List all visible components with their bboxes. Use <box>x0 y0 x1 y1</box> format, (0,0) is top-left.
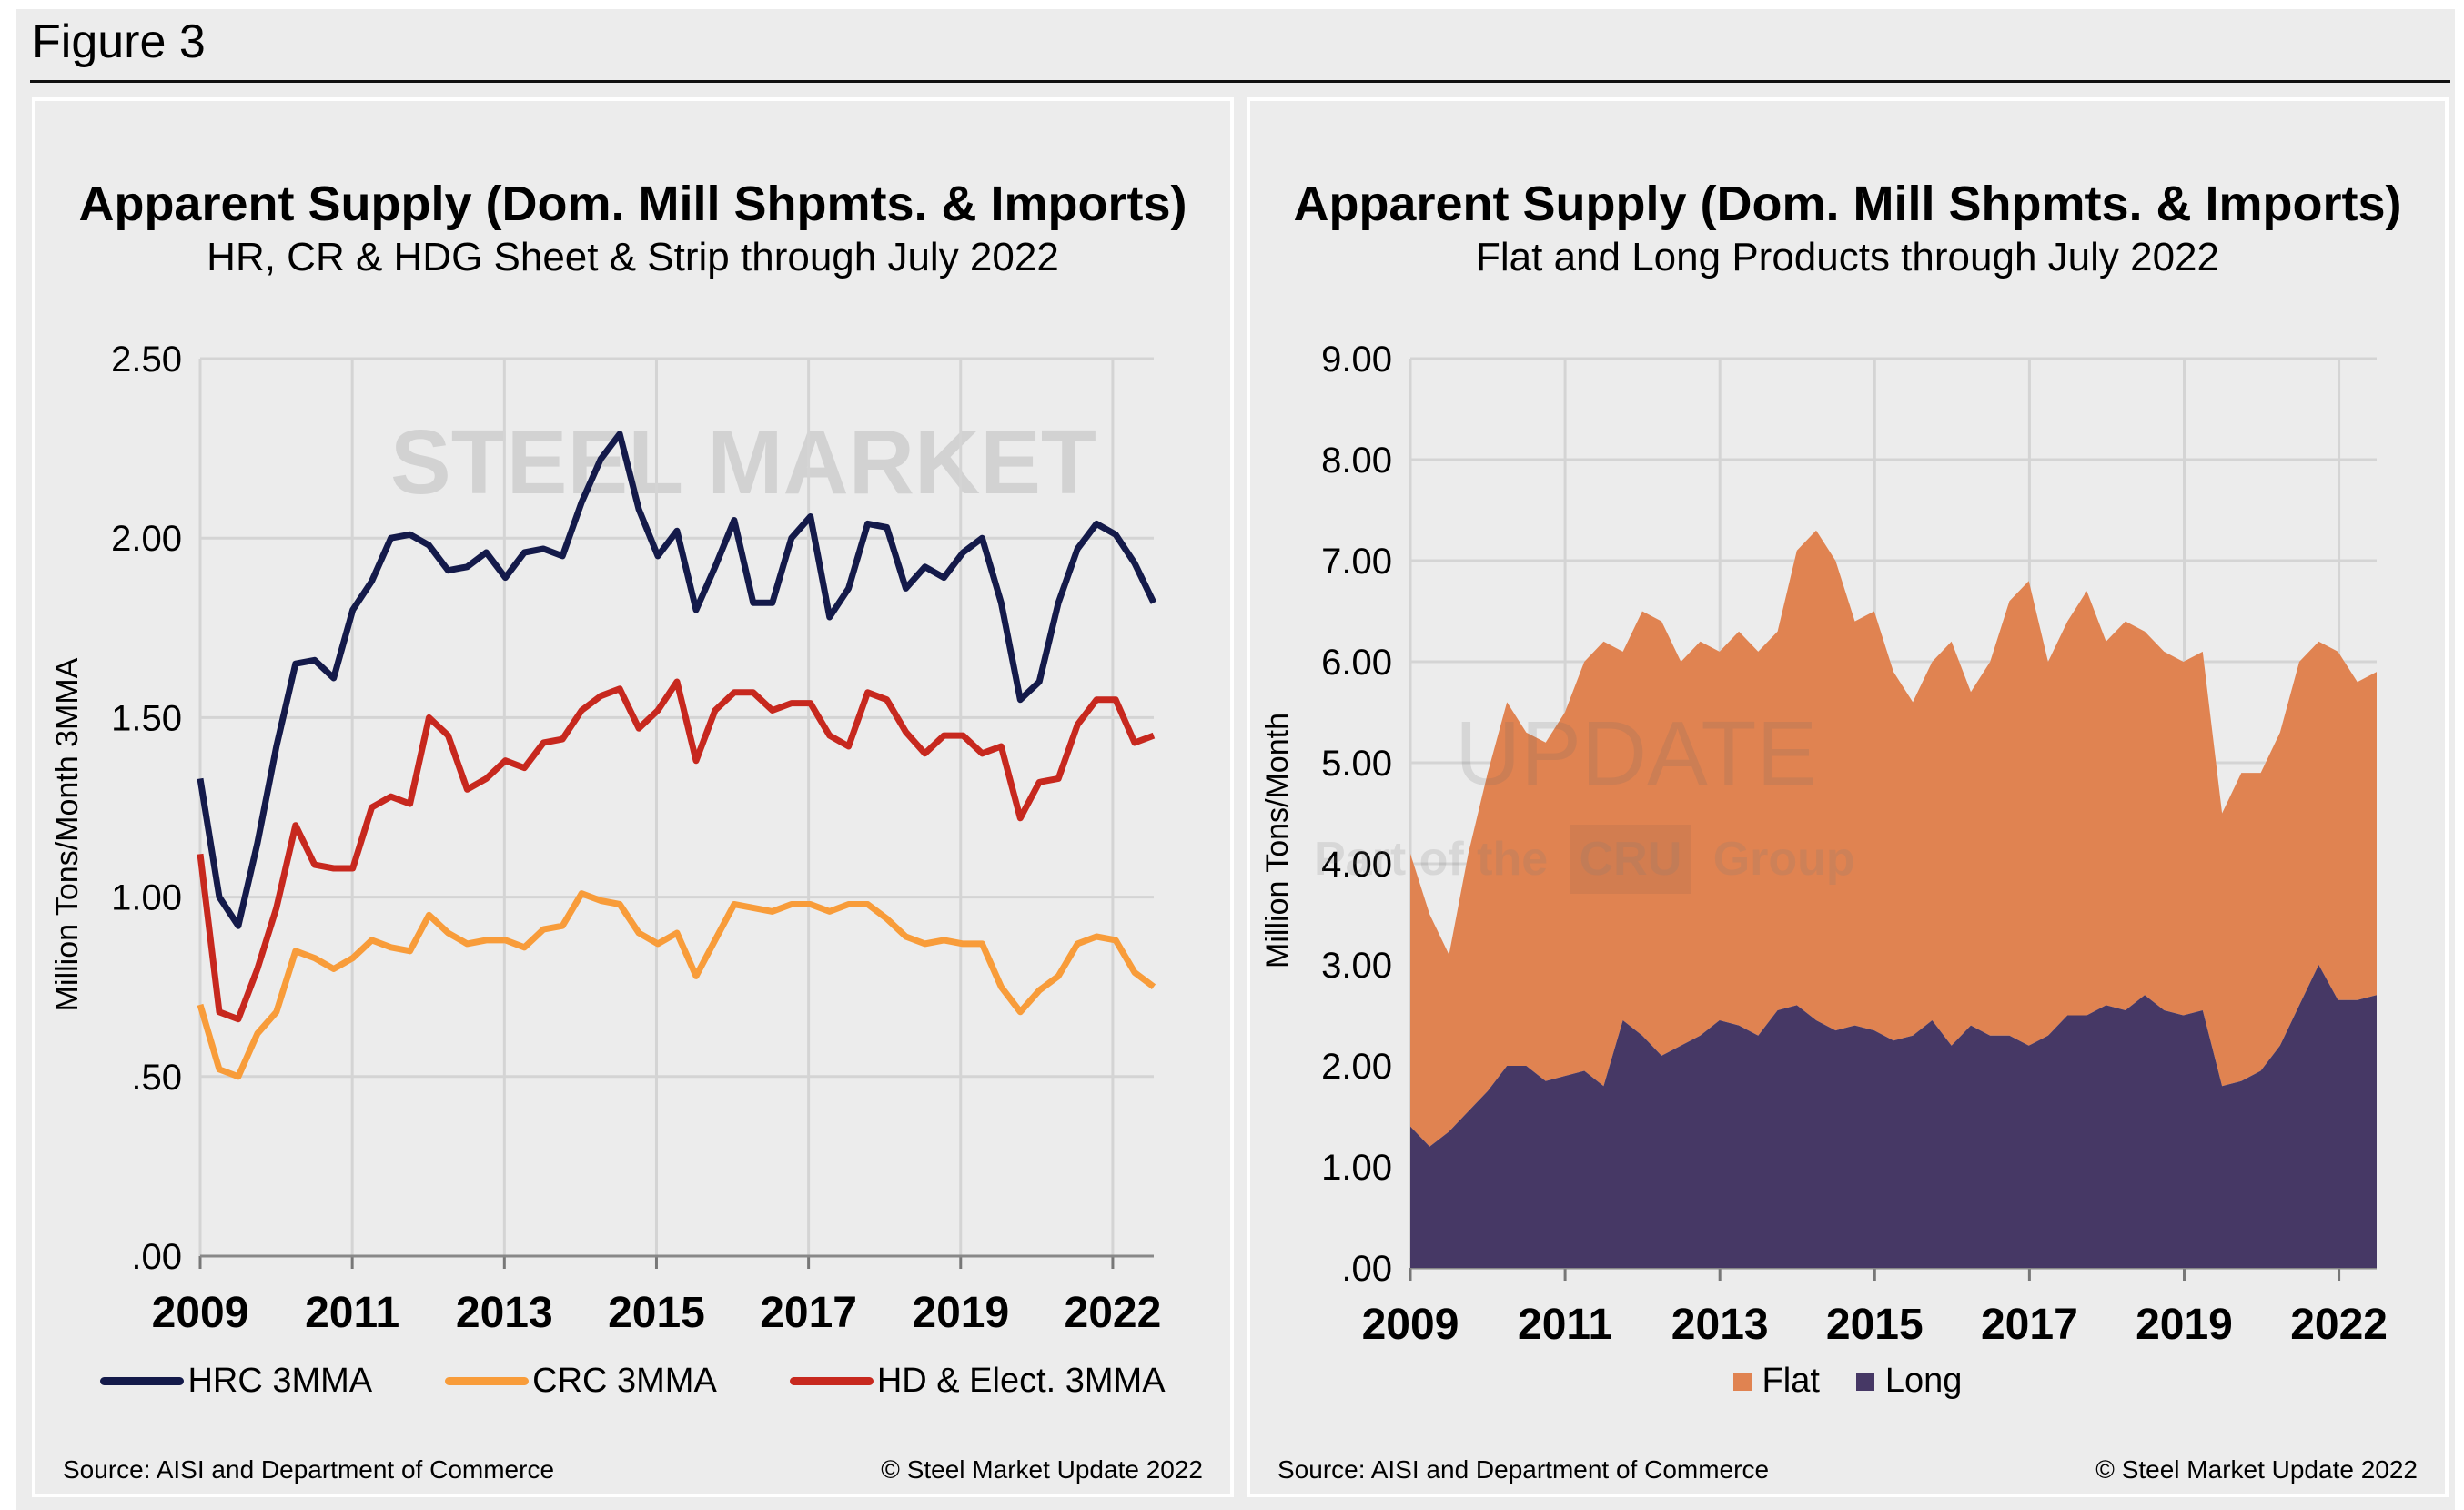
chart-title: Apparent Supply (Dom. Mill Shpmts. & Imp… <box>78 177 1187 231</box>
legend-item-long: Long <box>1855 1362 1963 1401</box>
legend-label: Long <box>1884 1362 1963 1400</box>
stacked-area-chart: .00 1.00 2.00 3.00 4.00 5.00 6.00 7.00 8.00 9.00 2… <box>1260 339 2388 1349</box>
area-long <box>1410 965 2377 1268</box>
watermark-brand: STEEL MARKET <box>390 411 1096 513</box>
source-note: Source: AISI and Department of Commerce <box>63 1455 555 1484</box>
flat-long-chart-panel: Apparent Supply (Dom. Mill Shpmts. & Imp… <box>1247 97 2449 1497</box>
y-axis-title: Million Tons/Month <box>1260 713 1295 968</box>
x-tick-label: 2009 <box>152 1289 249 1337</box>
y-tick-label: 5.00 <box>1321 744 1392 784</box>
y-tick-label: .50 <box>131 1058 182 1098</box>
y-tick-label: .00 <box>1341 1249 1392 1289</box>
y-tick-label: 2.00 <box>1321 1047 1392 1087</box>
watermark-tagline: Part of the CRU Group <box>1314 825 1855 894</box>
x-tick-label: 2022 <box>2290 1301 2388 1349</box>
x-tick-label: 2019 <box>2136 1301 2233 1349</box>
x-tick-label: 2015 <box>1826 1301 1924 1349</box>
hrc-crc-hd-chart-panel: Apparent Supply (Dom. Mill Shpmts. & Imp… <box>32 97 1234 1497</box>
x-tick-label: 2011 <box>1518 1301 1612 1349</box>
legend-swatch <box>1855 1372 1874 1391</box>
legend-item-hrc: HRC 3MMA <box>100 1362 372 1401</box>
y-tick-label: 3.00 <box>1321 946 1392 986</box>
series-line-hd-elect-3mma <box>197 678 1156 1023</box>
x-tick-label: 2017 <box>760 1289 857 1337</box>
chart-title: Apparent Supply (Dom. Mill Shpmts. & Imp… <box>1293 177 2402 231</box>
watermark-tagline-post: Group <box>1712 833 1855 886</box>
watermark-tagline-pre: Part of the <box>1314 833 1549 886</box>
watermark-brand-2: UPDATE <box>1455 703 1818 805</box>
y-tick-label: 2.00 <box>111 519 182 559</box>
copyright-note: © Steel Market Update 2022 <box>881 1455 1203 1484</box>
legend-item-hd: HD & Elect. 3MMA <box>789 1362 1166 1401</box>
x-tick-label: 2013 <box>456 1289 553 1337</box>
line-chart: .00 .50 1.00 1.50 2.00 2.50 2009 2011 2013 2015 20… <box>50 339 1162 1337</box>
y-tick-label: 2.50 <box>111 339 182 380</box>
x-tick-label: 2009 <box>1362 1301 1459 1349</box>
y-tick-label: 6.00 <box>1321 643 1392 683</box>
cru-logo: CRU <box>1570 825 1691 894</box>
legend-item-crc: CRC 3MMA <box>445 1362 717 1401</box>
y-axis-title: Million Tons/Month 3MMA <box>50 657 85 1011</box>
y-tick-label: 1.00 <box>111 878 182 918</box>
x-tick-label: 2015 <box>608 1289 705 1337</box>
y-tick-label: 1.50 <box>111 698 182 738</box>
legend: HRC 3MMA CRC 3MMA HD & Elect. 3MMA <box>35 1362 1230 1401</box>
x-tick-label: 2011 <box>305 1289 399 1337</box>
legend-swatch <box>445 1377 530 1385</box>
x-tick-label: 2019 <box>912 1289 1009 1337</box>
copyright-note: © Steel Market Update 2022 <box>2095 1455 2418 1484</box>
legend-swatch <box>100 1377 185 1385</box>
series-line-hrc-3mma <box>197 431 1157 929</box>
y-tick-label: .00 <box>131 1237 182 1277</box>
legend-label: HD & Elect. 3MMA <box>876 1362 1166 1400</box>
x-tick-label: 2017 <box>1981 1301 2078 1349</box>
chart-subtitle: HR, CR & HDG Sheet & Strip through July … <box>207 235 1059 279</box>
area-flat <box>1410 530 2377 1147</box>
legend: Flat Long <box>1250 1362 2445 1401</box>
figure-title: Figure 3 <box>32 15 206 68</box>
series-line-crc-3mma <box>197 890 1156 1080</box>
legend-swatch <box>789 1377 874 1385</box>
y-tick-label: 7.00 <box>1321 542 1392 582</box>
legend-label: HRC 3MMA <box>187 1362 373 1400</box>
legend-label: Flat <box>1762 1362 1820 1400</box>
source-note: Source: AISI and Department of Commerce <box>1277 1455 1770 1484</box>
chart-subtitle: Flat and Long Products through July 2022 <box>1476 235 2219 279</box>
x-tick-label: 2022 <box>1065 1289 1162 1337</box>
y-tick-label: 8.00 <box>1321 441 1392 481</box>
title-rule <box>30 80 2450 83</box>
y-tick-label: 9.00 <box>1321 339 1392 380</box>
y-tick-label: 4.00 <box>1321 845 1392 885</box>
y-tick-label: 1.00 <box>1321 1148 1392 1188</box>
x-tick-label: 2013 <box>1671 1301 1769 1349</box>
legend-item-flat: Flat <box>1732 1362 1820 1401</box>
legend-swatch <box>1732 1372 1752 1391</box>
legend-label: CRC 3MMA <box>532 1362 717 1400</box>
